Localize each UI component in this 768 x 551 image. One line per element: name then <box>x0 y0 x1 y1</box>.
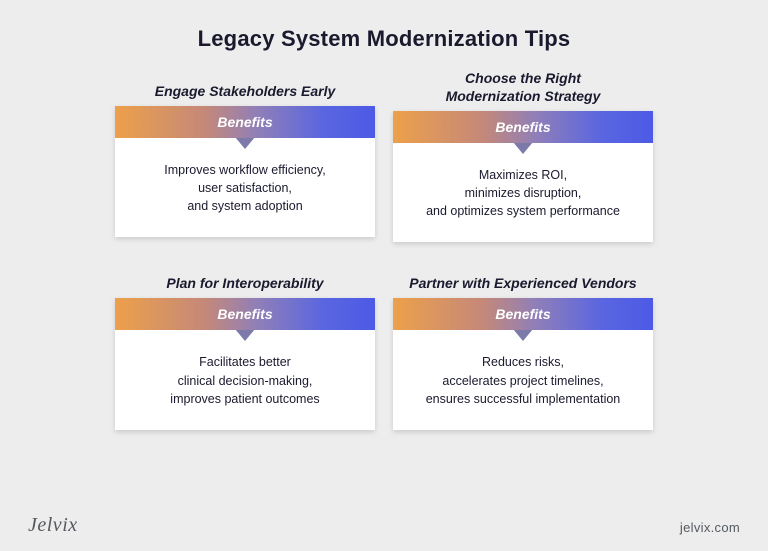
pointer-icon <box>235 329 255 341</box>
benefits-label: Benefits <box>217 306 272 322</box>
pointer-icon <box>513 142 533 154</box>
pointer-icon <box>235 137 255 149</box>
benefits-label: Benefits <box>495 306 550 322</box>
card-body: Improves workflow efficiency, user satis… <box>115 149 375 237</box>
card-experienced-vendors: Partner with Experienced Vendors Benefit… <box>393 262 653 429</box>
card: Benefits Facilitates better clinical dec… <box>115 298 375 429</box>
card-heading: Partner with Experienced Vendors <box>409 262 636 298</box>
card-interoperability: Plan for Interoperability Benefits Facil… <box>115 262 375 429</box>
benefits-bar: Benefits <box>393 298 653 330</box>
benefits-bar: Benefits <box>115 106 375 138</box>
footer: Jelvix jelvix.com <box>0 514 768 537</box>
benefits-label: Benefits <box>495 119 550 135</box>
card-body: Reduces risks, accelerates project timel… <box>393 341 653 429</box>
card-heading: Choose the Right Modernization Strategy <box>446 70 601 111</box>
pointer-icon <box>513 329 533 341</box>
card-choose-strategy: Choose the Right Modernization Strategy … <box>393 70 653 242</box>
card: Benefits Reduces risks, accelerates proj… <box>393 298 653 429</box>
benefits-bar: Benefits <box>115 298 375 330</box>
card-body: Facilitates better clinical decision-mak… <box>115 341 375 429</box>
benefits-label: Benefits <box>217 114 272 130</box>
brand-logo: Jelvix <box>28 514 78 537</box>
card: Benefits Improves workflow efficiency, u… <box>115 106 375 237</box>
card-heading: Plan for Interoperability <box>166 262 323 298</box>
benefits-bar: Benefits <box>393 111 653 143</box>
page-title: Legacy System Modernization Tips <box>0 0 768 70</box>
card-engage-stakeholders: Engage Stakeholders Early Benefits Impro… <box>115 70 375 242</box>
card: Benefits Maximizes ROI, minimizes disrup… <box>393 111 653 242</box>
card-heading: Engage Stakeholders Early <box>155 70 336 106</box>
brand-url: jelvix.com <box>680 520 740 537</box>
cards-grid: Engage Stakeholders Early Benefits Impro… <box>0 70 768 430</box>
card-body: Maximizes ROI, minimizes disruption, and… <box>393 154 653 242</box>
